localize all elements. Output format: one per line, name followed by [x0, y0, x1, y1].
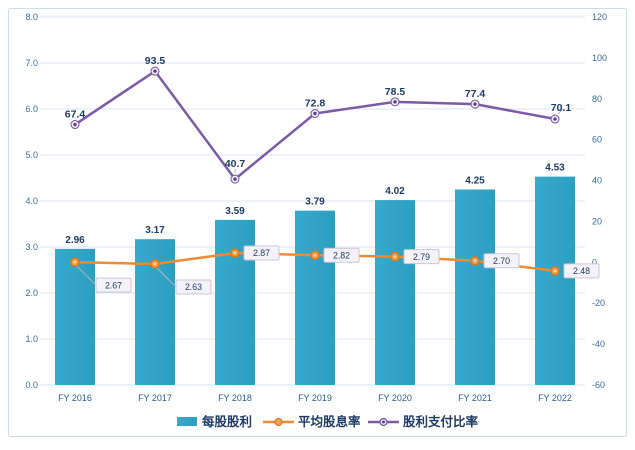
right-axis-tick: 20	[592, 216, 602, 226]
right-axis-tick: 40	[592, 176, 602, 186]
yield-label-box-2	[243, 245, 280, 261]
yield-marker-dot-0	[73, 260, 77, 264]
legend-label-payout-ratio: 股利支付比率	[403, 414, 479, 429]
category-label: FY 2019	[298, 393, 332, 403]
yield-label-box-6	[563, 263, 600, 279]
category-label: FY 2020	[378, 393, 412, 403]
left-axis-tick: 4.0	[25, 196, 38, 206]
bar-4	[375, 200, 415, 385]
yield-label-box-4	[403, 249, 440, 265]
yield-marker-dot-4	[393, 255, 397, 258]
payout-label-5: 77.4	[465, 88, 486, 100]
payout-marker-dot-4	[393, 100, 397, 104]
left-axis-tick: 1.0	[25, 334, 38, 344]
bar-label-0: 2.96	[65, 235, 85, 246]
payout-marker-dot-0	[73, 122, 77, 127]
bar-label-1: 3.17	[145, 225, 165, 236]
yield-label-box-3	[323, 247, 360, 263]
bar-5	[455, 189, 495, 385]
bar-3	[295, 210, 335, 385]
left-axis-tick: 2.0	[25, 288, 38, 298]
legend-dot-yield	[274, 417, 283, 427]
category-axis: FY 2016 FY 2017 FY 2018 FY 2019 FY 2020 FY 20…	[58, 393, 572, 403]
bar-label-3: 3.79	[305, 197, 325, 208]
right-axis-tick: 60	[592, 135, 602, 145]
yield-marker-dot-6	[553, 269, 557, 273]
payout-leader-6	[557, 108, 564, 115]
payout-marker-dot-1	[153, 69, 157, 73]
right-axis-tick: 120	[592, 12, 607, 22]
yield-leader-1	[156, 267, 177, 288]
legend-dot-payout-center	[382, 420, 385, 424]
bar-label-5: 4.25	[465, 176, 485, 187]
left-axis-tick: 7.0	[25, 58, 38, 68]
left-axis-tick: 6.0	[25, 104, 38, 114]
payout-label-3: 72.8	[305, 97, 326, 109]
yield-marker-dot-2	[233, 251, 237, 255]
bar-label-6: 4.53	[545, 163, 565, 174]
right-axis-tick: -60	[592, 380, 605, 390]
yield-line-series: 2.67 2.63 2.87 2.82 2.79 2.70 2.48	[70, 245, 600, 295]
payout-marker-dot-5	[473, 102, 477, 106]
yield-label-0: 2.67	[105, 280, 122, 290]
payout-marker-dot-3	[313, 111, 317, 116]
yield-label-6: 2.48	[573, 266, 590, 276]
yield-label-box-0	[95, 277, 132, 293]
left-axis-tick: 0.0	[25, 380, 38, 390]
payout-label-0: 67.4	[65, 109, 86, 121]
bar-label-2: 3.59	[225, 206, 245, 217]
payout-marker-dot-2	[233, 177, 237, 181]
category-label: FY 2021	[458, 393, 492, 403]
yield-leader-0	[76, 265, 97, 286]
yield-label-5: 2.70	[493, 256, 510, 266]
category-label: FY 2017	[138, 393, 172, 403]
payout-label-4: 78.5	[385, 86, 406, 98]
legend-swatch-bar	[177, 417, 197, 426]
yield-marker-dot-5	[473, 259, 477, 262]
category-label: FY 2022	[538, 393, 572, 403]
left-axis-tick: 3.0	[25, 242, 38, 252]
yield-marker-dot-3	[313, 254, 317, 257]
category-label: FY 2016	[58, 393, 92, 403]
bar-series: 2.96 3.17 3.59 3.79 4.02 4.25 4.53	[55, 163, 575, 385]
bar-0	[55, 248, 95, 385]
payout-ratio-line-series: 67.4 93.5 40.7 72.8 78.5 77.4 70.1	[65, 55, 572, 184]
right-axis-tick: -20	[592, 298, 605, 308]
yield-label-4: 2.79	[413, 252, 430, 262]
yield-label-box-5	[483, 253, 520, 269]
legend: 每股股利 平均股息率 股利支付比率	[177, 414, 479, 429]
yield-label-1: 2.63	[185, 282, 202, 292]
yield-label-2: 2.87	[253, 248, 270, 258]
left-axis-tick: 5.0	[25, 150, 38, 160]
bar-6	[535, 176, 575, 385]
right-axis-tick: 80	[592, 94, 602, 104]
bar-2	[215, 219, 255, 385]
right-axis-tick: 0	[592, 257, 597, 267]
bar-label-4: 4.02	[385, 186, 405, 197]
right-axis-tick: -40	[592, 339, 605, 349]
right-axis-tick: 100	[592, 53, 607, 63]
left-axis-tick: 8.0	[25, 12, 38, 22]
payout-marker-dot-6	[553, 117, 557, 121]
payout-label-6: 70.1	[551, 102, 572, 114]
payout-label-1: 93.5	[145, 55, 166, 67]
yield-marker-dot-1	[153, 262, 157, 266]
legend-label-dividend-per-share: 每股股利	[202, 414, 252, 429]
category-label: FY 2018	[218, 393, 252, 403]
yield-label-box-1	[175, 279, 212, 295]
payout-label-2: 40.7	[225, 158, 246, 170]
yield-label-3: 2.82	[333, 250, 350, 260]
legend-label-average-yield: 平均股息率	[298, 414, 361, 429]
